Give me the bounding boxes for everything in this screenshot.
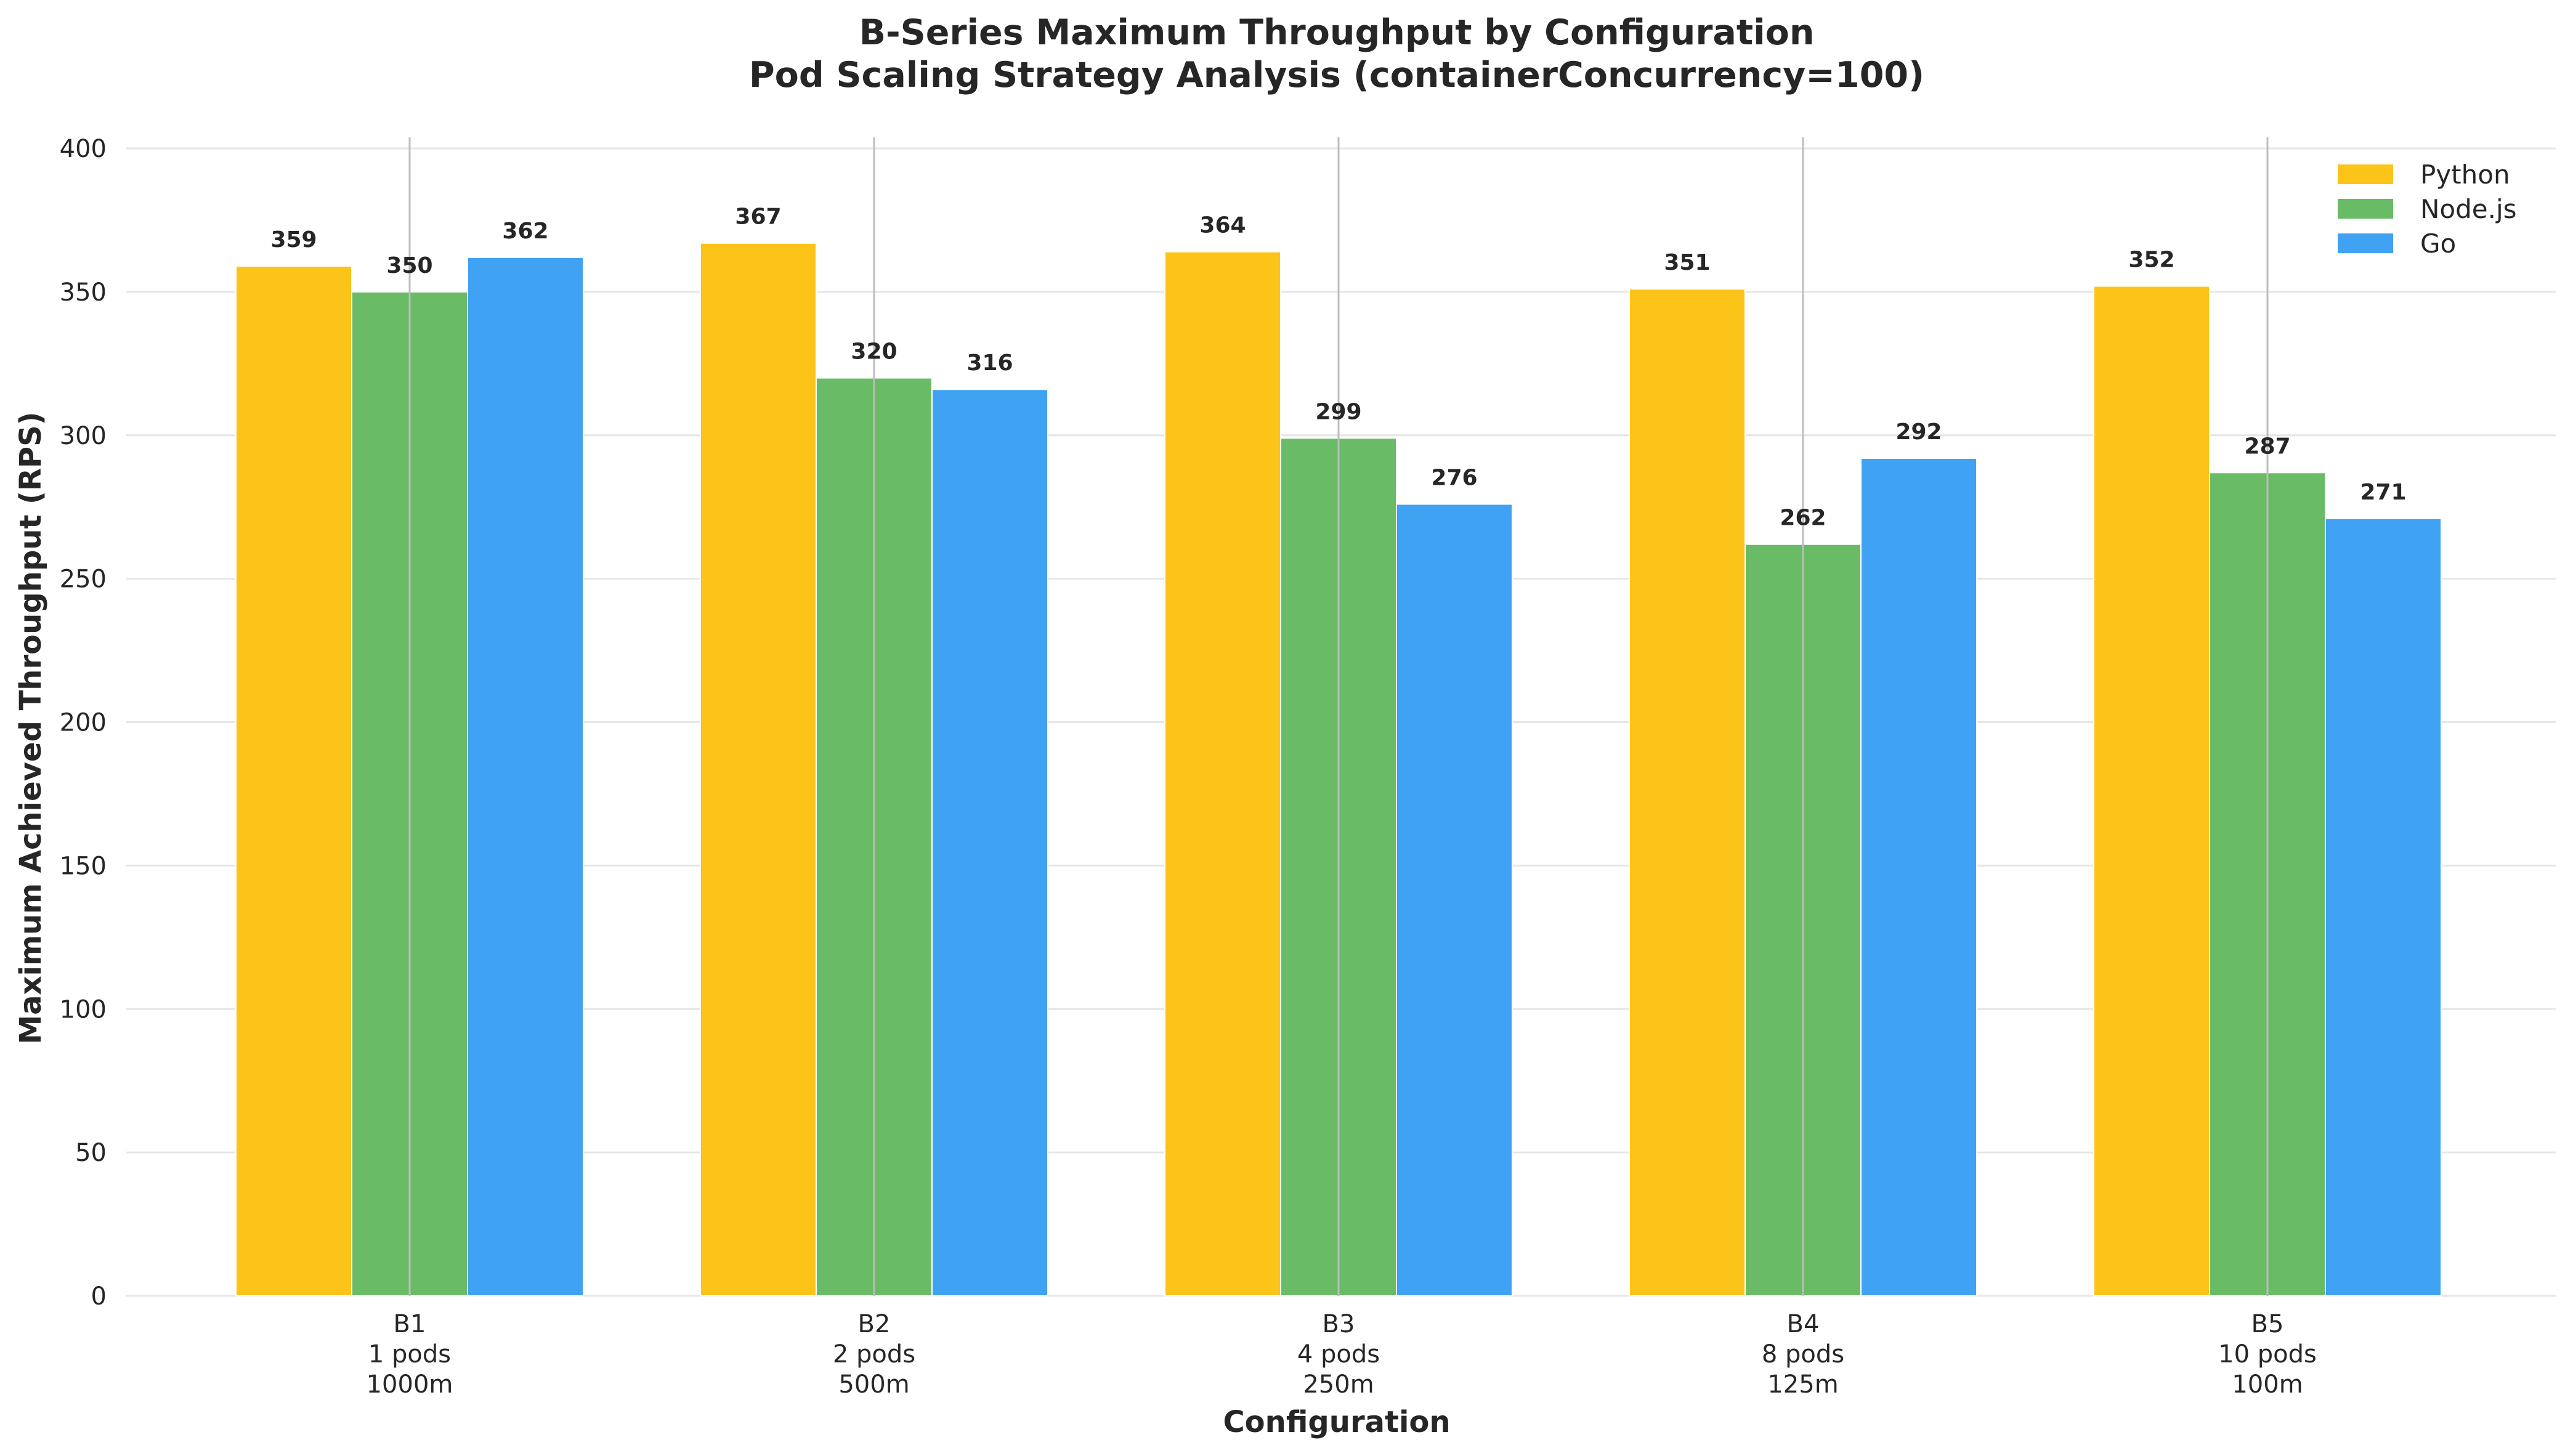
x-tick-label-B2: B2 2 pods 500m bbox=[833, 1310, 915, 1399]
legend-swatch-Node.js bbox=[2338, 199, 2393, 219]
x-tick-label-B5: B5 10 pods 100m bbox=[2218, 1310, 2317, 1399]
chart-subtitle: Pod Scaling Strategy Analysis (container… bbox=[749, 55, 1924, 95]
x-tick-line: B4 bbox=[1787, 1310, 1820, 1338]
bar-B3-Python bbox=[1164, 251, 1281, 1296]
bar-B1-Python bbox=[235, 265, 352, 1296]
data-label-B1-Python: 359 bbox=[270, 227, 317, 253]
x-tick-line: 4 pods bbox=[1297, 1340, 1380, 1369]
y-tick-label-300: 300 bbox=[60, 422, 107, 450]
legend-label-Python: Python bbox=[2420, 160, 2510, 190]
data-label-B5-Python: 352 bbox=[2128, 248, 2174, 273]
data-label-B2-Python: 367 bbox=[735, 204, 781, 230]
x-axis-label: Configuration bbox=[1223, 1405, 1450, 1439]
data-label-B1-Go: 362 bbox=[502, 219, 548, 244]
bar-B3-Go bbox=[1396, 503, 1513, 1296]
category-center-lines bbox=[408, 137, 2269, 1296]
bar-B5-Go bbox=[2325, 517, 2442, 1296]
data-label-B3-Go: 276 bbox=[1431, 466, 1477, 491]
x-tick-line: B1 bbox=[394, 1310, 426, 1338]
bar-B2-Go bbox=[931, 389, 1048, 1296]
data-label-B2-Go: 316 bbox=[966, 350, 1013, 376]
legend-label-Go: Go bbox=[2420, 229, 2456, 259]
x-tick-line: 125m bbox=[1767, 1370, 1838, 1399]
x-tick-label-B4: B4 8 pods 125m bbox=[1762, 1310, 1844, 1399]
x-tick-line: 10 pods bbox=[2218, 1340, 2317, 1369]
x-tick-label-B3: B3 4 pods 250m bbox=[1297, 1310, 1380, 1399]
x-tick-label-B1: B1 1 pods 1000m bbox=[367, 1310, 453, 1399]
data-label-B4-Go: 292 bbox=[1895, 419, 1942, 445]
bar-B5-Python bbox=[2093, 285, 2210, 1296]
data-label-B2-Node.js: 320 bbox=[851, 339, 897, 365]
y-tick-label-100: 100 bbox=[60, 995, 107, 1024]
y-tick-label-350: 350 bbox=[60, 278, 107, 307]
data-label-B4-Node.js: 262 bbox=[1780, 506, 1826, 531]
x-tick-line: B2 bbox=[858, 1310, 891, 1338]
y-tick-label-0: 0 bbox=[91, 1282, 107, 1311]
y-tick-label-50: 50 bbox=[75, 1139, 107, 1167]
data-label-B3-Python: 364 bbox=[1199, 213, 1246, 238]
legend-label-Node.js: Node.js bbox=[2420, 194, 2517, 224]
legend-swatch-Go bbox=[2338, 233, 2393, 253]
x-tick-line: B3 bbox=[1323, 1310, 1355, 1338]
x-tick-line: 8 pods bbox=[1762, 1340, 1844, 1369]
data-label-B5-Go: 271 bbox=[2360, 480, 2406, 505]
data-label-B3-Node.js: 299 bbox=[1315, 399, 1361, 424]
y-tick-label-400: 400 bbox=[60, 135, 107, 163]
x-tick-line: 2 pods bbox=[833, 1340, 915, 1369]
chart-title: B-Series Maximum Throughput by Configura… bbox=[859, 12, 1815, 53]
x-tick-line: 250m bbox=[1303, 1370, 1374, 1399]
x-tick-line: 1000m bbox=[367, 1370, 453, 1399]
y-tick-label-250: 250 bbox=[60, 565, 107, 594]
x-tick-line: 100m bbox=[2232, 1370, 2303, 1399]
bar-B4-Go bbox=[1860, 458, 1977, 1296]
x-tick-line: B5 bbox=[2251, 1310, 2284, 1338]
legend: Python Node.js Go bbox=[2338, 160, 2517, 259]
data-label-B5-Node.js: 287 bbox=[2244, 434, 2290, 459]
data-label-B1-Node.js: 350 bbox=[386, 253, 432, 278]
bar-B2-Python bbox=[700, 242, 817, 1296]
data-label-B4-Python: 351 bbox=[1664, 250, 1710, 275]
y-axis-label: Maximum Achieved Throughput (RPS) bbox=[14, 411, 48, 1044]
y-tick-label-150: 150 bbox=[60, 852, 107, 880]
x-tick-line: 500m bbox=[838, 1370, 909, 1399]
bar-B1-Go bbox=[467, 256, 584, 1296]
x-axis-ticks: B1 1 pods 1000m B2 2 pods 500m B3 4 pods 250m B4 8… bbox=[367, 1310, 2317, 1399]
bars bbox=[235, 242, 2442, 1296]
x-tick-line: 1 pods bbox=[368, 1340, 451, 1369]
y-axis-ticks: 0 50 100 150 200 250 300 350 400 bbox=[60, 135, 107, 1311]
data-labels: 359 350 362 367 320 316 364 299 276 351 262 292 352 2… bbox=[270, 204, 2406, 531]
y-tick-label-200: 200 bbox=[60, 709, 107, 737]
bar-B4-Python bbox=[1629, 288, 1746, 1296]
legend-swatch-Python bbox=[2338, 164, 2393, 184]
